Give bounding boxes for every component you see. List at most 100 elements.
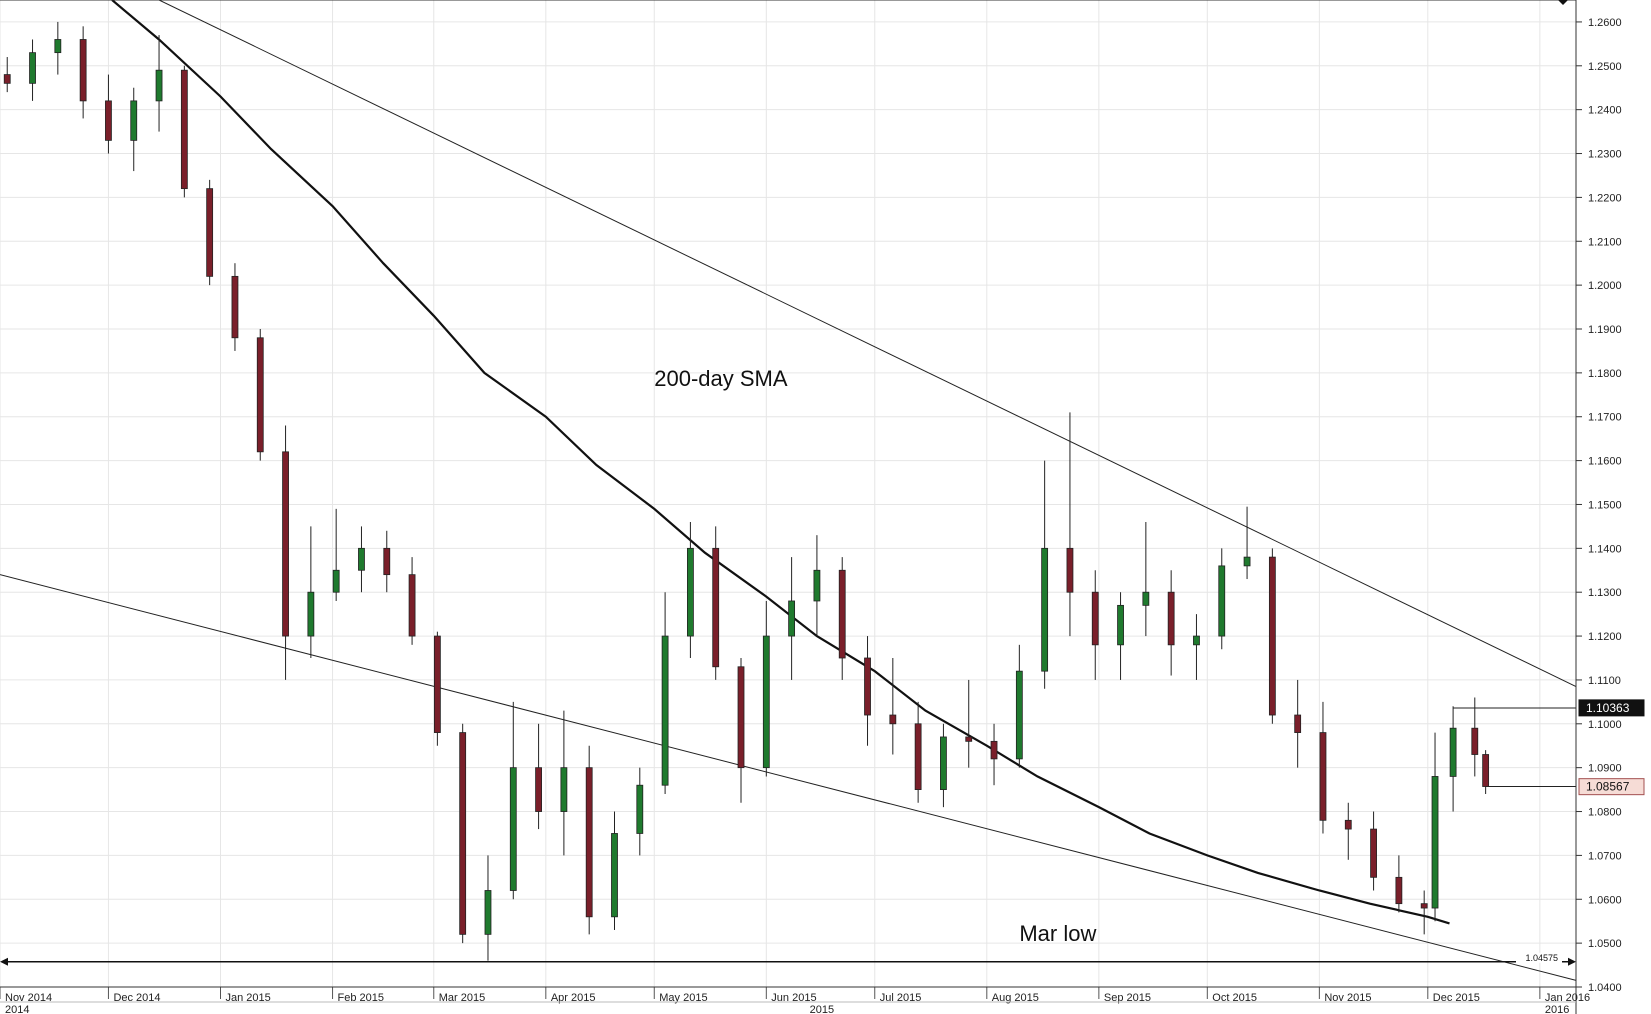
candle-body [54, 39, 62, 54]
candle-body [459, 732, 467, 935]
candle-body [79, 39, 87, 102]
y-tick-label: 1.2200 [1588, 192, 1622, 204]
candle-body [889, 714, 897, 725]
trendline [158, 0, 1577, 687]
y-axis: 1.2600 1.2500 1.2400 1.2300 1.2200 1.2100 1.20… [1575, 0, 1622, 1014]
candle-body [1294, 714, 1302, 733]
price-tag [1578, 778, 1645, 796]
price-tag [1578, 699, 1645, 717]
candle-body [838, 569, 846, 659]
x-month-label: Feb 2015 [338, 992, 384, 1004]
candle-body [1091, 591, 1099, 646]
y-tick-label: 1.1000 [1588, 719, 1622, 731]
mar-low-label-bg [1516, 952, 1562, 963]
corner-marker-icon [1558, 0, 1568, 5]
y-tick-label: 1.0500 [1588, 938, 1622, 950]
x-month-label: Dec 2015 [1433, 992, 1480, 1004]
candle-body [585, 767, 593, 918]
x-month-label: Oct 2015 [1212, 992, 1257, 1004]
price-tag-label: 1.08567 [1586, 780, 1630, 794]
candle-body [661, 635, 669, 786]
candle-body [155, 69, 163, 102]
mar-low-arrow-left [0, 957, 8, 966]
annotation-label: 200-day SMA [654, 366, 788, 391]
candle-body [687, 547, 694, 637]
x-month-label: Aug 2015 [992, 992, 1039, 1004]
x-year-label: 2015 [810, 1004, 834, 1014]
candle-body [1117, 604, 1124, 646]
trendlines [0, 0, 1577, 981]
y-tick-label: 1.1400 [1588, 543, 1622, 555]
candle-body [813, 569, 821, 602]
candle-body [1319, 732, 1327, 821]
y-tick-label: 1.0400 [1588, 982, 1622, 994]
candle-body [408, 574, 416, 637]
y-tick-label: 1.1200 [1588, 631, 1622, 643]
candle-body [762, 635, 770, 769]
candle-body [383, 547, 391, 576]
candle-body [29, 52, 36, 84]
candle-body [990, 740, 998, 760]
y-tick-label: 1.2500 [1588, 61, 1622, 73]
trendline [0, 574, 1577, 981]
candle-body [1041, 547, 1049, 672]
candle-body [611, 833, 618, 918]
y-tick-label: 1.1100 [1588, 675, 1621, 687]
candle-body [206, 188, 214, 277]
y-tick-label: 1.1500 [1588, 499, 1622, 511]
y-tick-label: 1.1700 [1588, 412, 1622, 424]
y-tick-label: 1.0900 [1588, 763, 1622, 775]
reference-line-group: 1.04575 [0, 952, 1576, 966]
x-month-label: Jul 2015 [880, 992, 922, 1004]
annotations: 200-day SMA Mar low [654, 366, 1096, 946]
candle-body [433, 635, 441, 733]
x-month-label: Mar 2015 [439, 992, 485, 1004]
candles [3, 21, 1490, 961]
sma-series [111, 0, 1450, 925]
y-tick-label: 1.2300 [1588, 149, 1622, 161]
x-axis: Nov 2014 Dec 2014 Jan 2015 Feb 2015 Mar 2015… [0, 0, 1590, 1014]
candle-body [1482, 754, 1490, 787]
y-tick-label: 1.0600 [1588, 894, 1622, 906]
mar-low-value-label: 1.04575 [1525, 953, 1558, 963]
x-month-label: Nov 2015 [1324, 992, 1371, 1004]
price-tag-label: 1.10363 [1586, 701, 1630, 715]
candle-body [1344, 819, 1352, 830]
candle-body [864, 657, 871, 716]
candle-body [1449, 727, 1457, 777]
candle-body [105, 100, 112, 141]
candle-body [1142, 591, 1150, 606]
sma-line [111, 0, 1450, 925]
candle-body [1431, 776, 1439, 909]
y-tick-label: 1.0700 [1588, 850, 1622, 862]
price-tags: 1.10363 1.08567 [1558, 0, 1645, 796]
candle-body [737, 666, 745, 769]
candle-body [180, 69, 188, 190]
x-month-label: Dec 2014 [113, 992, 160, 1004]
candle-body [1395, 876, 1403, 905]
x-month-label: Jan 2015 [225, 992, 270, 1004]
candle-body [3, 74, 11, 84]
candle-body [1167, 591, 1175, 646]
candle-body [1471, 727, 1479, 755]
candle-body [788, 600, 796, 637]
candle-body [914, 723, 922, 790]
candle-body [509, 767, 517, 891]
candle-body [1015, 670, 1023, 760]
candle-body [484, 890, 492, 935]
x-month-label: Nov 2014 [5, 992, 52, 1004]
annotation-label: Mar low [1019, 921, 1096, 946]
candle-body [712, 547, 720, 668]
x-month-label: Jan 2016 [1545, 992, 1590, 1004]
y-tick-label: 1.2000 [1588, 280, 1622, 292]
y-tick-label: 1.0800 [1588, 807, 1622, 819]
x-month-label: Apr 2015 [551, 992, 596, 1004]
y-tick-label: 1.2100 [1588, 236, 1622, 248]
candle-body [282, 451, 289, 637]
candle-body [332, 569, 340, 593]
grid-lines [0, 0, 1576, 988]
y-tick-label: 1.1300 [1588, 587, 1622, 599]
candle-body [965, 736, 973, 742]
candle-body [1268, 556, 1276, 716]
candle-body [1370, 828, 1377, 878]
